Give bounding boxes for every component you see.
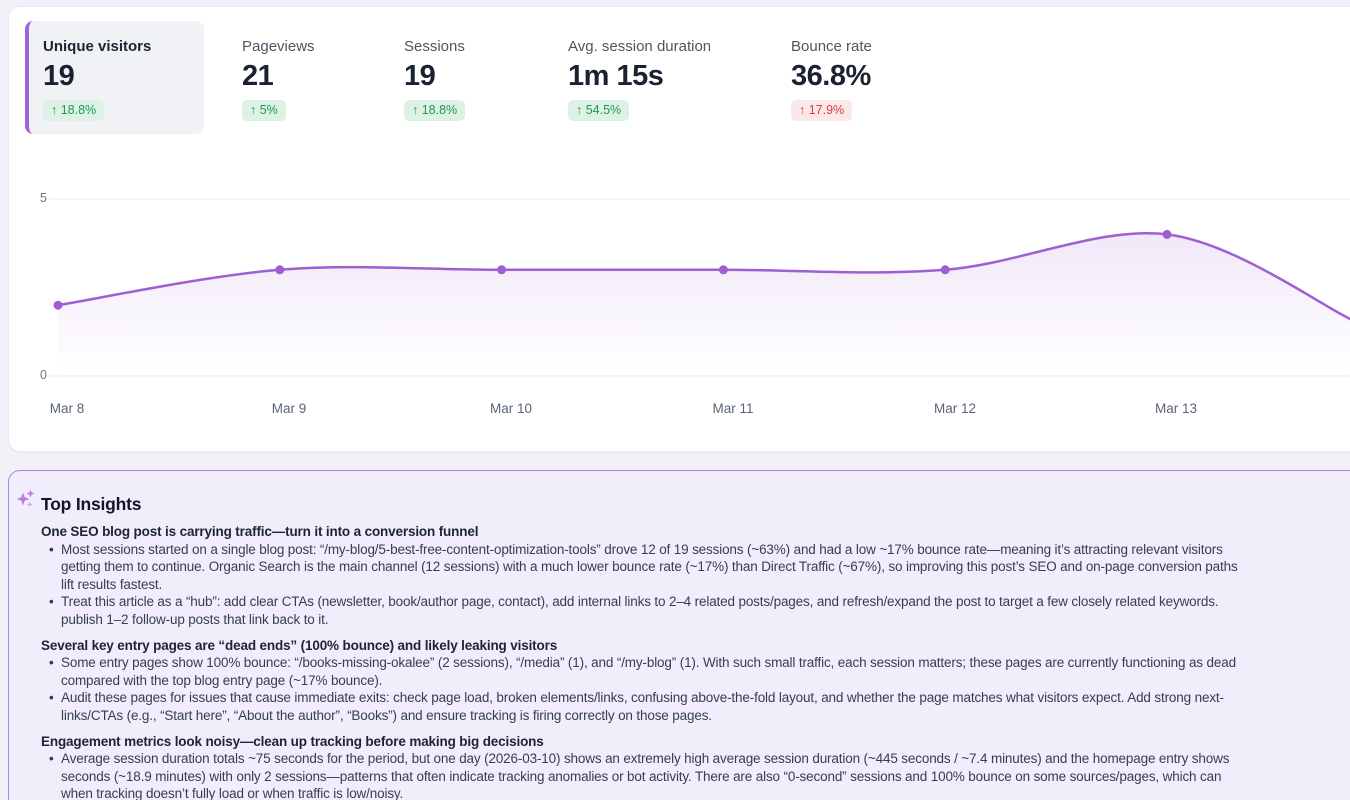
x-axis-tick: Mar 13 [1154,401,1198,416]
insight-section: Several key entry pages are “dead ends” … [41,637,1350,725]
metric-pageviews[interactable]: Pageviews 21 ↑ 5% [242,21,315,121]
x-axis-tick: Mar 10 [489,401,533,416]
insight-line: publish 1–2 follow-up posts that link ba… [61,611,329,627]
y-axis-tick: 0 [40,368,47,382]
x-axis-tick: Mar 8 [49,401,85,416]
insight-bullet: Treat this article as a “hub”: add clear… [41,593,1350,628]
insight-line: Audit these pages for issues that cause … [61,690,1224,706]
metric-label: Unique visitors [43,38,152,55]
metric-label: Avg. session duration [568,38,712,55]
metric-label: Bounce rate [791,38,872,55]
sparkles-icon [16,489,35,508]
insight-section: One SEO blog post is carrying traffic—tu… [41,523,1350,629]
metric-value: 21 [242,60,274,92]
change-badge: ↑ 5% [242,100,286,121]
insight-line: Average session duration totals ~75 seco… [61,751,1230,767]
x-axis-tick: Mar 12 [933,401,977,416]
change-badge: ↑ 17.9% [791,100,853,121]
metric-avg-session-duration[interactable]: Avg. session duration 1m 15s ↑ 54.5% [568,21,711,121]
metric-label: Pageviews [242,38,315,55]
insight-bullet: Audit these pages for issues that cause … [41,689,1350,724]
insight-heading: Several key entry pages are “dead ends” … [41,637,558,653]
insight-line: getting them to continue. Organic Search… [61,559,1238,575]
change-badge: ↑ 18.8% [43,100,105,121]
insight-line: links/CTAs (e.g., “Start here”, “About t… [61,707,712,723]
insight-line: Some entry pages show 100% bounce: “/boo… [61,655,1236,671]
metric-sessions[interactable]: Sessions 19 ↑ 18.8% [404,21,466,121]
metric-bounce-rate[interactable]: Bounce rate 36.8% ↑ 17.9% [791,21,872,121]
metric-value: 19 [404,60,436,92]
insight-bullet: Average session duration totals ~75 seco… [41,750,1350,800]
visitors-area-chart [49,198,1350,377]
change-badge: ↑ 54.5% [568,100,630,121]
insight-line: lift results fastest. [61,576,163,592]
insights-header: Top Insights [16,489,1350,515]
insight-heading: Engagement metrics look noisy—clean up t… [41,733,544,749]
analytics-card: Unique visitors 19 ↑ 18.8% Pageviews 21 … [8,6,1350,452]
insight-line: Treat this article as a “hub”: add clear… [61,594,1219,610]
insight-line: seconds (~18.9 minutes) with only 2 sess… [61,768,1222,784]
metric-value: 36.8% [791,60,871,92]
change-badge: ↑ 18.8% [404,100,466,121]
insight-bullet: Some entry pages show 100% bounce: “/boo… [41,654,1350,689]
metric-value: 1m 15s [568,60,664,92]
metric-unique-visitors[interactable]: Unique visitors 19 ↑ 18.8% [25,21,204,134]
insight-line: Most sessions started on a single blog p… [61,541,1223,557]
insight-section: Engagement metrics look noisy—clean up t… [41,733,1350,800]
x-axis-tick: Mar 11 [712,401,754,416]
metric-label: Sessions [404,38,465,55]
top-insights-panel: Top Insights One SEO blog post is carryi… [8,470,1350,800]
x-axis-tick: Mar 9 [271,401,307,416]
insight-line: compared with the top blog entry page (~… [61,672,383,688]
metric-value: 19 [43,60,75,92]
insight-bullet: Most sessions started on a single blog p… [41,541,1350,594]
insights-title: Top Insights [41,494,142,514]
insight-line: when tracking doesn’t fully load or when… [61,786,404,800]
insight-heading: One SEO blog post is carrying traffic—tu… [41,524,479,539]
y-axis-tick: 5 [40,191,47,205]
